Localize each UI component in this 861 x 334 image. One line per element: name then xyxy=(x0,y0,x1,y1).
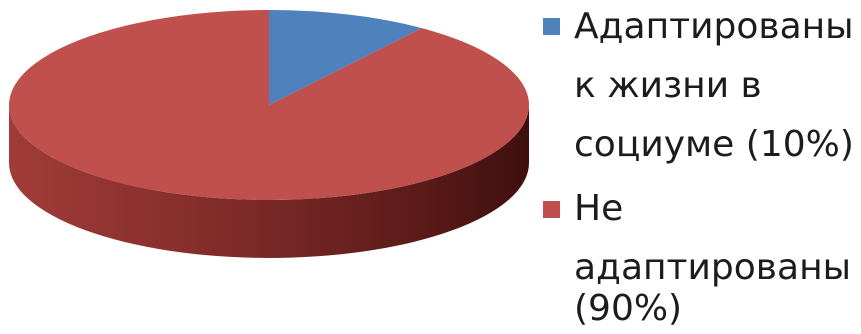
pie-slice-adapted xyxy=(269,10,422,105)
pie-slice-not-adapted xyxy=(8,10,529,201)
legend-label-not-adapted-line-3: (90%) xyxy=(574,288,683,329)
legend-label-adapted-line-1: Адаптированы xyxy=(574,6,854,47)
pie-plot-area xyxy=(8,10,529,258)
legend-label-not-adapted-line-1: Не xyxy=(574,188,624,229)
legend-swatch-adapted xyxy=(543,18,560,35)
legend-label-adapted-line-2: к жизни в xyxy=(574,65,762,106)
legend-swatch-not-adapted xyxy=(543,201,560,218)
legend-label-adapted-line-3: социуме (10%) xyxy=(574,124,854,165)
pie-side-wall xyxy=(9,105,529,258)
legend-label-not-adapted-line-2: адаптированы xyxy=(574,247,852,288)
